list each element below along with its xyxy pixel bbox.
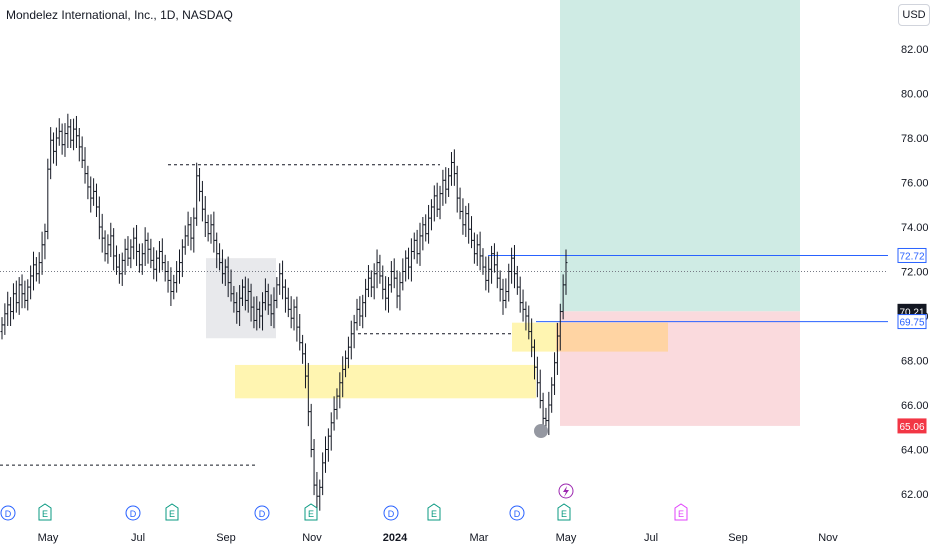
price-label: 65.06	[899, 422, 924, 433]
event-letter: E	[678, 509, 684, 519]
dividend-icon	[125, 505, 141, 521]
dividend-icon	[0, 505, 16, 521]
earnings-icon	[674, 503, 688, 521]
x-tick-label: Nov	[302, 532, 322, 544]
event-letter: D	[388, 509, 395, 519]
y-tick-label: 66.00	[901, 400, 929, 412]
y-tick-label: 62.00	[901, 489, 929, 501]
chart-title: Mondelez International, Inc., 1D, NASDAQ	[6, 8, 233, 22]
dividend-icon	[383, 505, 399, 521]
price-label-box	[897, 314, 927, 330]
x-tick-label: Nov	[818, 532, 838, 544]
y-tick-label: 80.00	[901, 89, 929, 101]
event-letter: E	[169, 509, 175, 519]
flash-icon-glyph	[563, 486, 569, 497]
x-tick-label: 2024	[383, 532, 408, 544]
event-letter: E	[561, 509, 567, 519]
event-letter: D	[259, 509, 266, 519]
x-tick-label: Mar	[470, 532, 489, 544]
x-tick-label: Jul	[131, 532, 145, 544]
price-label: 69.75	[899, 318, 924, 329]
dividend-icon	[254, 505, 270, 521]
event-letter: E	[431, 509, 437, 519]
event-letter: D	[130, 509, 137, 519]
zone-yellow	[235, 364, 536, 399]
y-tick-label: 74.00	[901, 222, 929, 234]
profit-zone	[560, 0, 800, 312]
y-tick-label: 72.00	[901, 267, 929, 279]
event-letter: E	[42, 509, 48, 519]
y-tick-label: 68.00	[901, 356, 929, 368]
price-label: 72.72	[899, 251, 924, 262]
price-label-box	[897, 418, 927, 434]
zone-orange	[556, 322, 668, 352]
currency-button[interactable]: USD	[898, 4, 930, 26]
y-tick-label: 76.00	[901, 178, 929, 190]
earnings-icon	[38, 503, 52, 521]
earnings-icon	[557, 503, 571, 521]
event-letter: E	[308, 509, 314, 519]
x-tick-label: May	[38, 532, 59, 544]
event-letter: D	[5, 509, 12, 519]
price-label: 70.21	[899, 307, 924, 318]
earnings-icon	[165, 503, 179, 521]
y-tick-label: 64.00	[901, 445, 929, 457]
x-tick-label: Sep	[728, 532, 748, 544]
price-label-box	[897, 247, 927, 263]
y-tick-label: 82.00	[901, 44, 929, 56]
dividend-icon	[509, 505, 525, 521]
earnings-icon	[304, 503, 318, 521]
x-tick-label: Sep	[216, 532, 236, 544]
x-tick-label: May	[556, 532, 577, 544]
event-letter: D	[514, 509, 521, 519]
x-tick-label: Jul	[644, 532, 658, 544]
earnings-icon	[427, 503, 441, 521]
low-marker	[534, 424, 548, 438]
y-tick-label: 78.00	[901, 133, 929, 145]
